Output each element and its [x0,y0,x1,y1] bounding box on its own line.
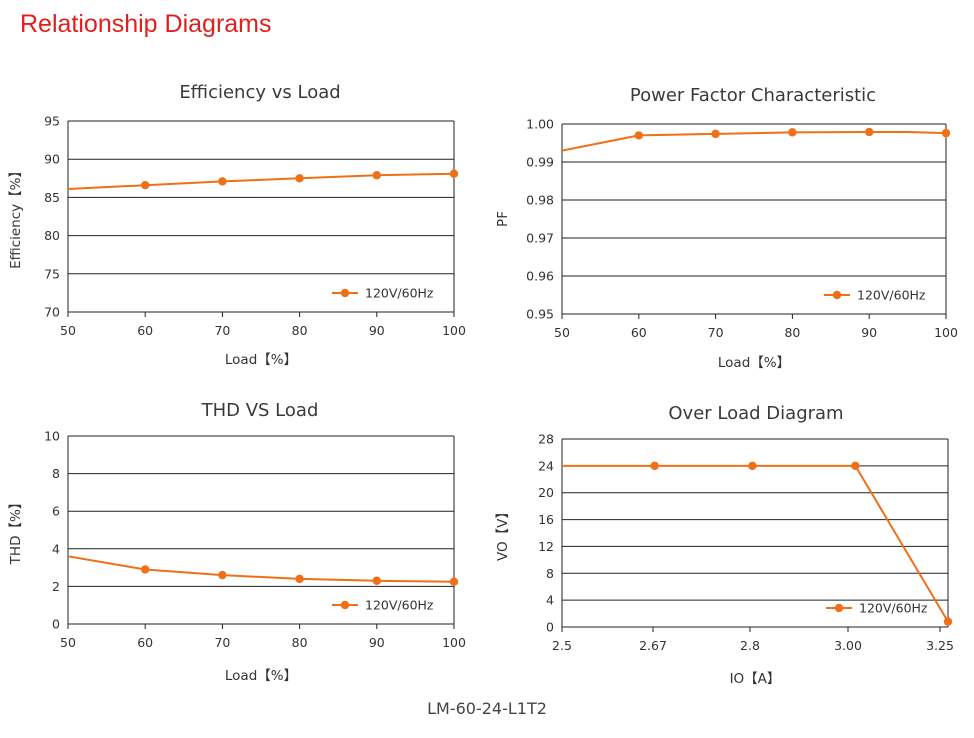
data-point [372,576,381,585]
chart-title: Efficiency vs Load [179,82,340,103]
x-tick-label: 100 [442,323,466,338]
y-tick-label: 0 [546,620,554,635]
data-point [865,127,874,137]
chart-3: THD VS Load 0 2 4 6 8 10 50 60 70 80 90 100 Load【%】 TH… [8,400,466,684]
y-tick-label: 0 [52,617,60,632]
chart-title: THD VS Load [201,400,319,421]
x-axis-label: Load【%】 [225,352,297,368]
x-tick-label: 90 [369,635,385,650]
chart-4: Over Load Diagram 0 4 8 12 16 20 24 28 2.5 2.67 2.8… [495,403,954,687]
x-tick-label: 2.8 [740,638,760,653]
x-tick-label: 50 [554,325,570,340]
chart-title: Power Factor Characteristic [630,85,876,106]
chart-title: Over Load Diagram [668,403,843,424]
y-tick-label: 90 [44,152,60,167]
y-tick-label: 16 [538,512,554,527]
data-point [295,174,304,183]
x-tick-label: 90 [369,323,385,338]
legend-marker [340,288,350,298]
y-tick-label: 80 [44,228,60,243]
y-tick-label: 20 [538,485,554,500]
series-line [67,555,455,583]
data-point [295,574,304,584]
x-tick-label: 3.00 [834,638,862,653]
series-line [562,464,949,623]
data-point [941,128,951,138]
x-tick-label: 60 [137,323,153,338]
y-tick-label: 0.95 [526,307,554,322]
x-axis-label: Load【%】 [718,355,790,371]
y-tick-label: 75 [44,266,60,281]
data-point [449,169,459,178]
data-point [372,171,381,180]
x-tick-label: 2.5 [552,638,572,653]
x-tick-label: 70 [708,325,724,340]
data-point [449,577,459,586]
x-tick-label: 60 [137,635,153,650]
y-axis-label: PF [495,211,511,227]
y-tick-label: 28 [538,432,554,447]
legend-marker [834,603,844,613]
y-tick-label: 85 [44,190,60,205]
legend-label: 120V/60Hz [857,288,926,303]
y-tick-label: 8 [546,566,554,581]
y-tick-label: 2 [52,579,60,594]
data-point [141,180,150,190]
y-tick-label: 24 [538,458,554,473]
y-tick-label: 10 [44,429,60,444]
y-axis-label: VO【V】 [495,505,511,561]
model-label: LM-60-24-L1T2 [427,699,547,718]
x-axis-label: IO【A】 [730,671,781,687]
data-point [218,177,227,186]
x-tick-label: 2.67 [639,638,667,653]
x-tick-label: 90 [861,325,877,340]
page-title: Relationship Diagrams [20,10,272,38]
y-tick-label: 0.98 [526,193,554,208]
x-tick-label: 100 [934,325,958,340]
y-tick-label: 95 [44,114,60,129]
legend-marker [340,600,350,610]
y-tick-label: 1.00 [526,117,554,132]
data-point [650,461,659,471]
x-tick-label: 60 [631,325,647,340]
data-point [748,461,757,471]
data-point [634,131,643,140]
x-tick-label: 70 [214,635,230,650]
legend-label: 120V/60Hz [365,286,434,301]
y-tick-label: 4 [546,593,554,608]
y-axis-label: Efficiency【%】 [8,164,24,269]
data-point [943,617,953,626]
chart-2: Power Factor Characteristic 0.95 0.96 0.97 0… [495,85,958,371]
x-tick-label: 50 [60,323,76,338]
legend-label: 120V/60Hz [365,598,434,613]
legend-marker [832,290,842,300]
x-axis-label: Load【%】 [225,668,297,684]
x-tick-label: 80 [784,325,800,340]
chart-1: Efficiency vs Load 70 75 80 85 90 95 50 60 70 80 90… [8,82,466,368]
y-tick-label: 0.96 [526,269,554,284]
x-tick-label: 3.25 [926,638,954,653]
x-tick-label: 80 [292,635,308,650]
x-tick-label: 100 [442,635,466,650]
x-tick-label: 80 [292,323,308,338]
y-tick-label: 70 [44,305,60,320]
data-point [788,128,797,137]
data-point [141,565,150,574]
y-tick-label: 0.97 [526,231,554,246]
legend-label: 120V/60Hz [859,601,928,616]
data-point [851,461,860,471]
series-line [67,172,455,190]
x-tick-label: 70 [214,323,230,338]
x-tick-label: 50 [60,635,76,650]
y-tick-label: 12 [538,539,554,554]
data-point [711,129,720,139]
y-tick-label: 8 [52,466,60,481]
y-tick-label: 0.99 [526,155,554,170]
data-point [218,570,227,580]
y-axis-label: THD【%】 [8,496,24,566]
y-tick-label: 6 [52,504,60,519]
series-line [561,131,947,152]
y-tick-label: 4 [52,541,60,556]
